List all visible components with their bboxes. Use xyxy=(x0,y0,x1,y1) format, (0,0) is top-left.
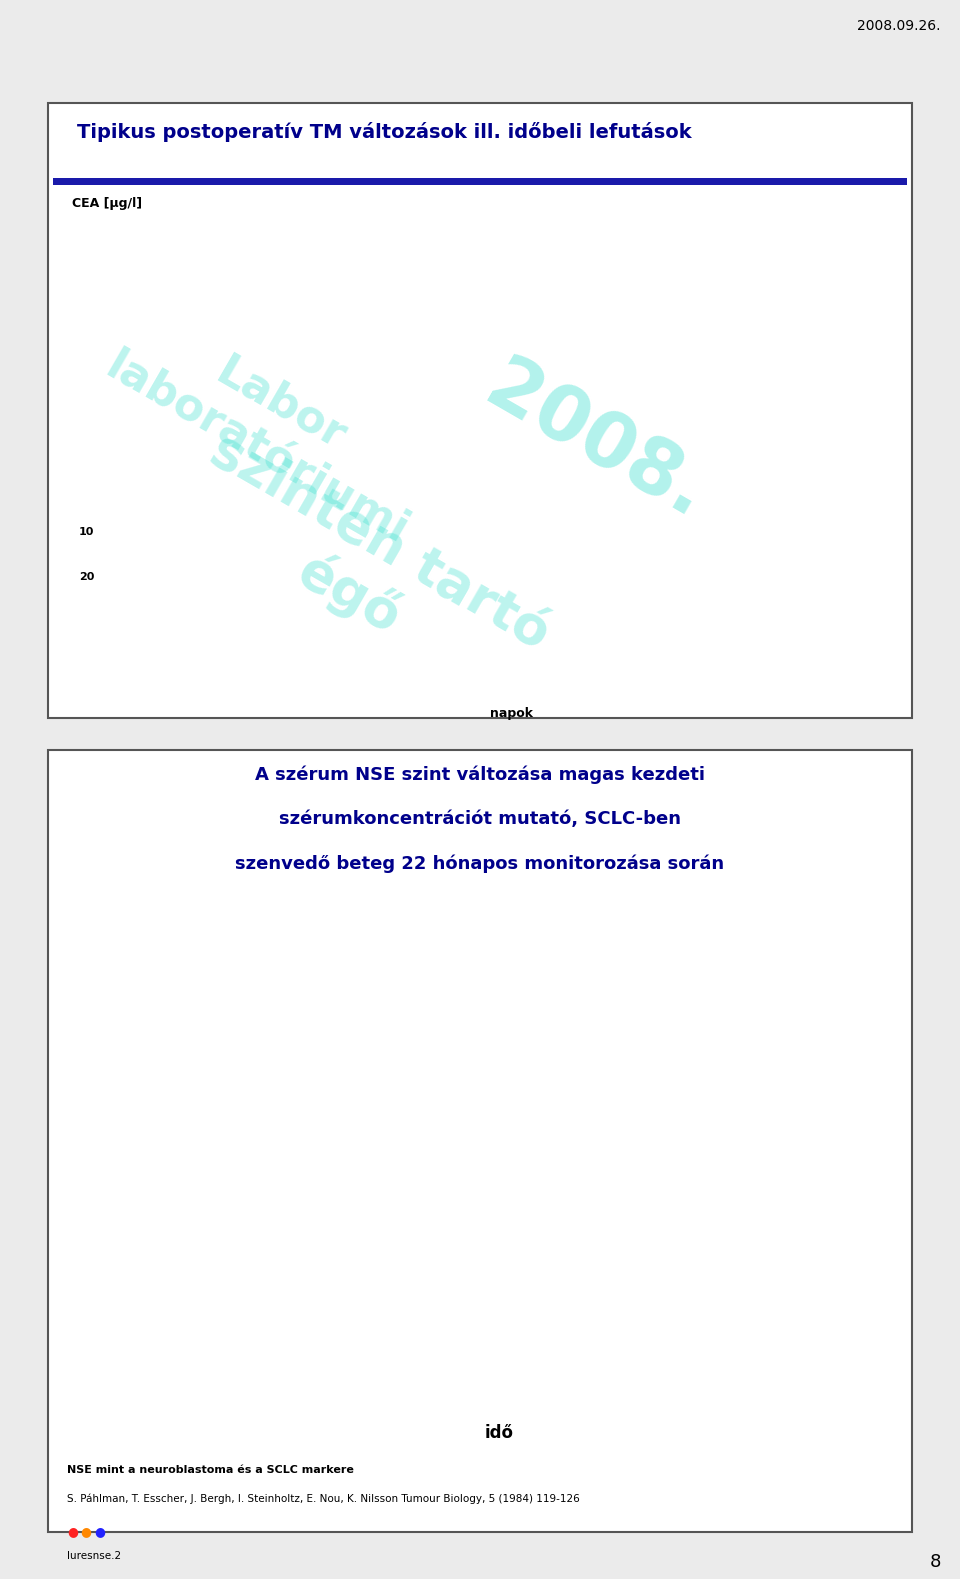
Text: Kemoterápia: Kemoterápia xyxy=(154,1050,227,1083)
Text: (1020): (1020) xyxy=(324,491,358,502)
Text: szinten tartó
égő: szinten tartó égő xyxy=(171,423,559,714)
Y-axis label: Szérum NSE (ng/ml): Szérum NSE (ng/ml) xyxy=(80,1146,93,1277)
Text: 10: 10 xyxy=(79,527,94,537)
Text: 20: 20 xyxy=(79,572,94,583)
Text: ●: ● xyxy=(81,1525,91,1538)
Text: Metasztázis: Metasztázis xyxy=(132,482,210,494)
Text: c: c xyxy=(484,482,492,494)
Text: 2008.: 2008. xyxy=(472,349,718,535)
Text: Labor
laboratóriumi: Labor laboratóriumi xyxy=(98,300,440,553)
Text: Komplett remisszió: Komplett remisszió xyxy=(468,1094,562,1345)
Text: A szérum NSE szint változása magas kezdeti: A szérum NSE szint változása magas kezde… xyxy=(255,766,705,785)
Text: S. Páhlman, T. Esscher, J. Bergh, I. Steinholtz, E. Nou, K. Nilsson Tumour Biolo: S. Páhlman, T. Esscher, J. Bergh, I. Ste… xyxy=(67,1494,580,1505)
Text: szérumkoncentrációt mutató, SCLC-ben: szérumkoncentrációt mutató, SCLC-ben xyxy=(279,810,681,827)
Text: a: a xyxy=(483,278,492,291)
Text: (53): (53) xyxy=(754,491,775,502)
Text: Tipikus postoperatív TM változások ill. időbeli lefutások: Tipikus postoperatív TM változások ill. … xyxy=(77,122,691,142)
Text: b: b xyxy=(874,278,883,291)
Text: CEA [μg/l]: CEA [μg/l] xyxy=(72,197,142,210)
Text: Komplett remisszió: Komplett remisszió xyxy=(180,1360,273,1390)
Text: Komplett remisszió: Komplett remisszió xyxy=(621,1094,714,1345)
Text: ●: ● xyxy=(67,1525,78,1538)
Text: Progreszió: Progreszió xyxy=(523,482,593,494)
Text: idő: idő xyxy=(485,1424,514,1442)
Text: NSE mint a neuroblastoma és a SCLC markere: NSE mint a neuroblastoma és a SCLC marke… xyxy=(67,1465,354,1475)
Text: napok: napok xyxy=(490,707,533,720)
Text: Remissió: Remissió xyxy=(132,278,191,291)
Text: Helyi recidíva: Helyi recidíva xyxy=(523,278,613,291)
Text: Radioterápia: Radioterápia xyxy=(317,1135,379,1293)
Text: Áttét az agyban: Áttét az agyban xyxy=(271,1184,348,1274)
Text: szenvedő beteg 22 hónapos monitorozása során: szenvedő beteg 22 hónapos monitorozása s… xyxy=(235,854,725,873)
Text: 8: 8 xyxy=(929,1554,941,1571)
Text: ●: ● xyxy=(94,1525,105,1538)
Text: 2008.09.26.: 2008.09.26. xyxy=(857,19,941,33)
Text: d: d xyxy=(874,482,883,494)
Text: luresnse.2: luresnse.2 xyxy=(67,1551,121,1560)
